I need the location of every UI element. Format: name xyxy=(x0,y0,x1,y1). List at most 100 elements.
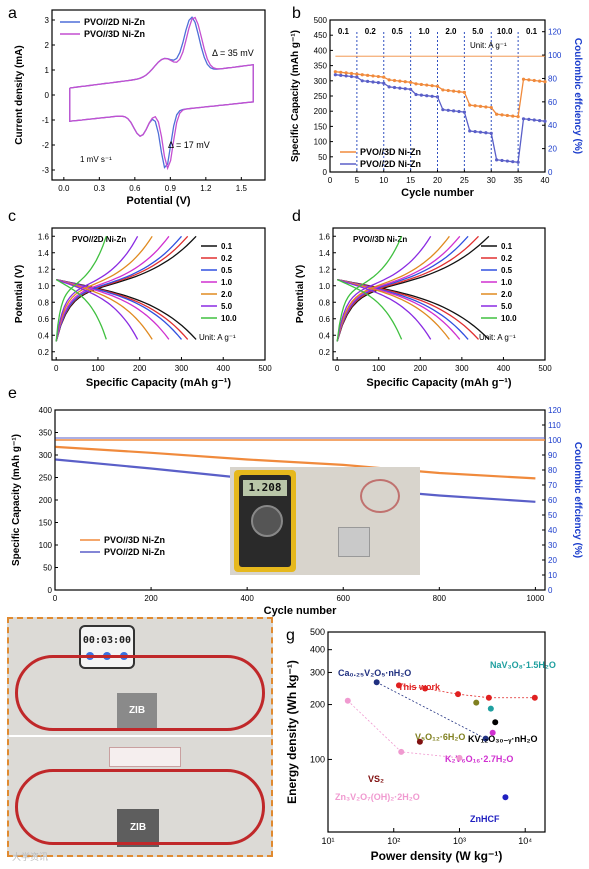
series-2d-point xyxy=(500,158,504,163)
series-2d-point xyxy=(543,119,547,123)
series-2d xyxy=(335,74,546,164)
ragone-label: KV₁₂O₃₀₋ᵧ·nH₂O xyxy=(468,734,537,744)
legend-label: PVO//2D Ni-Zn xyxy=(84,17,145,27)
series-2d-point xyxy=(344,74,348,78)
ragone-point xyxy=(455,691,462,698)
y-tick-label: 1.6 xyxy=(319,232,331,241)
panel-title: PVO//2D Ni-Zn xyxy=(72,235,126,244)
series-2d-point xyxy=(521,117,526,121)
rate-label: 5.0 xyxy=(472,27,484,36)
y-tick-label: 0.6 xyxy=(319,315,331,324)
charge-curve-0.5 xyxy=(55,235,182,342)
y2-tick-label: 20 xyxy=(548,556,557,565)
series-2d-point xyxy=(360,79,364,83)
discharge-curve-2.0 xyxy=(337,278,450,340)
series-3d-point xyxy=(409,80,413,84)
series-3d-point xyxy=(500,113,504,117)
x-tick-label: 10² xyxy=(387,836,400,846)
series-3d-point xyxy=(430,84,434,88)
legend-label: 0.2 xyxy=(501,254,513,263)
y-tick-label: 200 xyxy=(314,107,328,116)
y-tick-label: -3 xyxy=(42,166,50,175)
timer-display: 00:03:00 xyxy=(82,635,132,646)
ragone-label: Ca₀.₂₅V₂O₅·nH₂O xyxy=(338,668,411,678)
y2-tick-label: 30 xyxy=(548,541,557,550)
x-axis-label: Specific Capacity (mAh g⁻¹) xyxy=(366,377,512,389)
charge-curve-10.0 xyxy=(55,236,107,342)
charge-curve-5.0 xyxy=(336,235,432,342)
x-tick-label: 400 xyxy=(240,594,254,603)
x-tick-label: 300 xyxy=(175,364,189,373)
series-2d-point xyxy=(532,118,536,122)
y-tick-label: 400 xyxy=(314,46,328,55)
ragone-point xyxy=(398,748,405,755)
x-tick-label: 0 xyxy=(54,364,59,373)
legend-label: 0.5 xyxy=(221,266,233,275)
series-2d-point xyxy=(339,73,343,77)
series-3d-point xyxy=(344,71,348,75)
series-2d-point xyxy=(387,85,391,89)
x-tick-label: 0.0 xyxy=(58,184,70,193)
multimeter: 1.208 xyxy=(234,470,296,572)
y2-tick-label: 80 xyxy=(548,466,557,475)
x-tick-label: 200 xyxy=(414,364,428,373)
series-2d-point xyxy=(392,85,397,90)
x-tick-label: 0.6 xyxy=(129,184,141,193)
series-3d-point xyxy=(543,80,547,84)
discharge-curve-0.2 xyxy=(56,278,189,340)
y2-tick-label: 0 xyxy=(548,586,553,595)
rate-label: 0.1 xyxy=(338,27,350,36)
series-3d-point xyxy=(366,73,370,77)
series-2d-point xyxy=(376,81,380,85)
ragone-point xyxy=(482,735,489,742)
series-3d-point xyxy=(505,113,509,118)
plot-frame xyxy=(51,227,266,361)
x-tick-label: 500 xyxy=(538,364,552,373)
y2-axis-label: Coulombic effciency (%) xyxy=(572,38,583,154)
panel-letter-g: g xyxy=(286,627,295,644)
y-tick-label: 50 xyxy=(43,564,52,573)
y2-tick-label: 110 xyxy=(548,421,561,430)
y2-tick-label: 100 xyxy=(548,436,562,445)
x-tick-label: 1.5 xyxy=(236,184,248,193)
x-axis-label: Specific Capacity (mAh g⁻¹) xyxy=(86,377,232,389)
x-axis-label: Potential (V) xyxy=(126,195,191,207)
series-3d-point xyxy=(457,90,461,94)
y-tick-label: 100 xyxy=(314,138,328,147)
y-tick-label: 1.6 xyxy=(38,232,50,241)
y-axis-label: Specific Capacity (mAh g⁻¹) xyxy=(290,30,301,162)
y-tick-label: 1.0 xyxy=(319,282,331,291)
series-3d-point xyxy=(462,90,466,94)
x-tick-label: 800 xyxy=(433,594,447,603)
unit-label: Unit: A g⁻¹ xyxy=(199,333,236,342)
x-tick-label: 20 xyxy=(433,176,442,185)
series-3d-point xyxy=(527,78,531,82)
series-2d-point xyxy=(505,159,509,163)
ragone-point xyxy=(373,679,380,686)
series-3d-point xyxy=(484,105,488,109)
rate-label: 0.1 xyxy=(526,27,538,36)
peak-annotation-bottom: Δ = 17 mV xyxy=(168,140,210,150)
red-cable-loop-bottom xyxy=(15,769,265,845)
series-2d-point xyxy=(419,93,423,97)
y2-tick-label: 80 xyxy=(548,74,557,83)
y2-tick-label: 0 xyxy=(548,168,553,177)
y-tick-label: 150 xyxy=(39,519,53,528)
x-tick-label: 35 xyxy=(514,176,523,185)
x-axis-label: Power density (W kg⁻¹) xyxy=(371,849,503,863)
charge-curve-1.0 xyxy=(55,235,170,342)
series-2d-point xyxy=(409,87,413,91)
y-tick-label: 100 xyxy=(39,541,53,550)
series-3d-point xyxy=(511,114,515,118)
y2-tick-label: 90 xyxy=(548,451,557,460)
red-cable-loop-top xyxy=(15,655,265,731)
x-tick-label: 40 xyxy=(541,176,550,185)
scan-rate-label: 1 mV s⁻¹ xyxy=(80,155,112,164)
y-tick-label: -1 xyxy=(42,116,50,125)
multimeter-body: 1.208 xyxy=(239,475,291,567)
x-tick-label: 0 xyxy=(328,176,333,185)
series-2d-point xyxy=(468,129,472,133)
series-3d-point xyxy=(398,79,402,83)
x-tick-label: 15 xyxy=(406,176,415,185)
series-3d-point xyxy=(495,112,499,116)
